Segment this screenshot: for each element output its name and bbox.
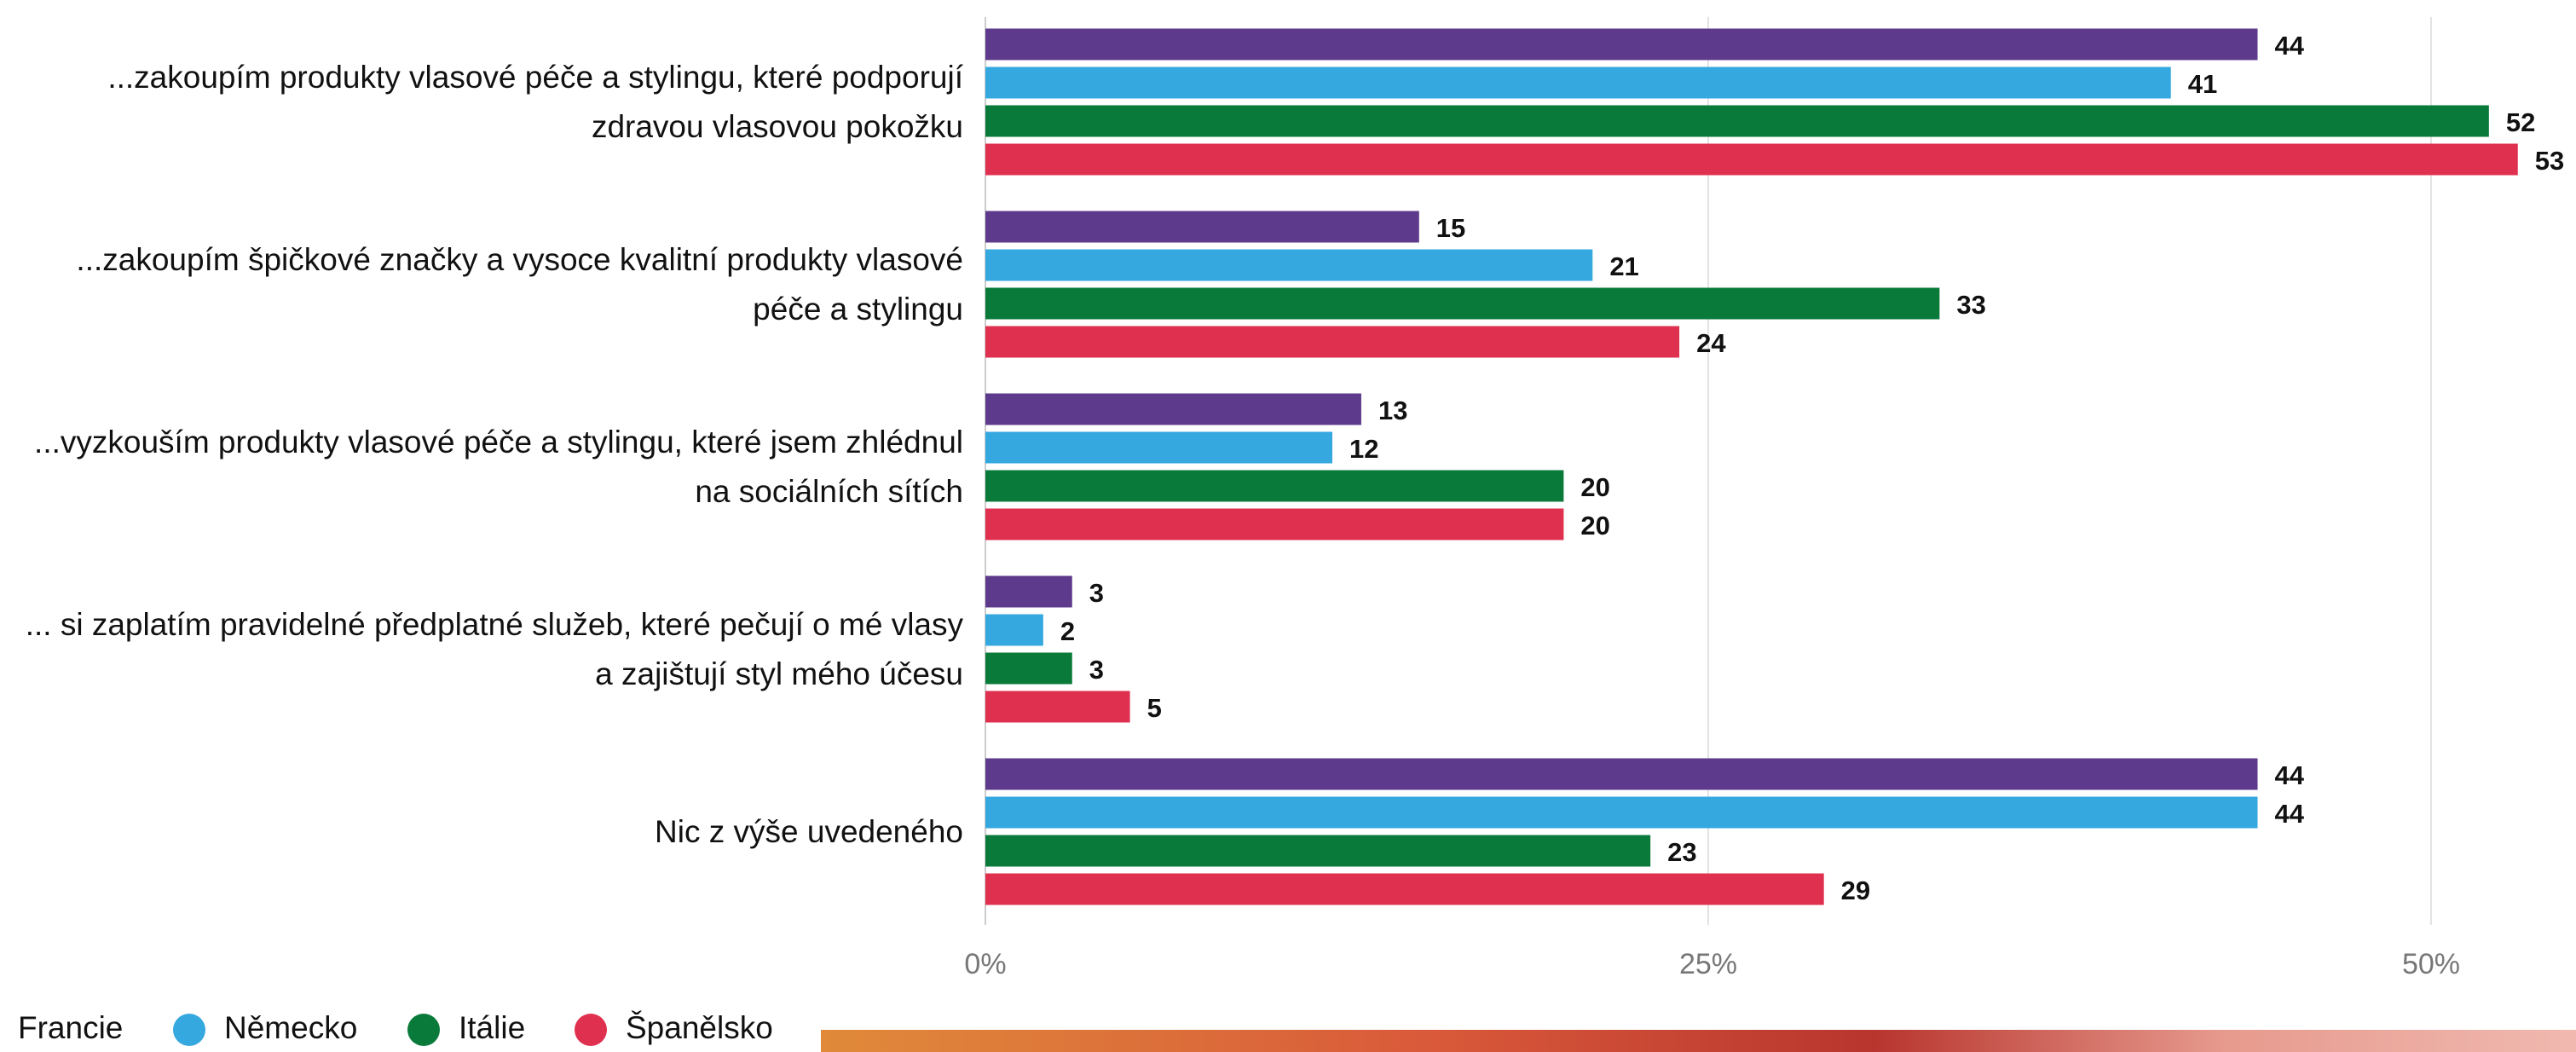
legend-label: Itálie <box>459 1010 525 1045</box>
category-label: ...zakoupím špičkové značky a vysoce kva… <box>76 241 963 327</box>
value-label: 44 <box>2274 799 2304 829</box>
bar <box>985 691 1130 723</box>
x-tick-label: 25% <box>1679 948 1737 980</box>
category-label: ...zakoupím produkty vlasové péče a styl… <box>107 59 963 144</box>
value-label: 3 <box>1089 578 1104 608</box>
bar <box>985 758 2258 790</box>
bar <box>985 835 1651 867</box>
legend-label: Německo <box>224 1010 357 1045</box>
bar <box>985 796 2258 829</box>
legend-label: Francie <box>18 1010 123 1045</box>
value-label: 44 <box>2274 760 2304 790</box>
bar <box>985 431 1333 464</box>
bar <box>985 326 1680 358</box>
value-label: 20 <box>1580 472 1609 502</box>
value-label: 23 <box>1667 837 1696 867</box>
bar <box>985 614 1043 646</box>
value-label: 2 <box>1060 616 1075 646</box>
bar <box>985 508 1564 540</box>
value-label: 3 <box>1089 655 1104 685</box>
bar <box>985 105 2489 137</box>
legend-marker <box>575 1014 607 1046</box>
value-label: 5 <box>1147 693 1162 723</box>
category-label: Nic z výše uvedeného <box>655 813 963 849</box>
value-label: 12 <box>1349 434 1378 464</box>
bar <box>985 575 1072 608</box>
value-label: 15 <box>1436 213 1465 243</box>
value-label: 41 <box>2188 69 2217 99</box>
x-tick-label: 0% <box>964 948 1006 980</box>
category-label: ...vyzkouším produkty vlasové péče a sty… <box>34 424 963 509</box>
value-label: 53 <box>2535 146 2564 176</box>
category-label: ... si zaplatím pravidelné předplatné sl… <box>25 606 963 691</box>
bar <box>985 652 1072 685</box>
legend-marker <box>407 1014 440 1046</box>
value-label: 44 <box>2274 31 2304 61</box>
bar <box>985 28 2258 61</box>
bar <box>985 66 2171 99</box>
bar <box>985 393 1361 425</box>
bar <box>985 470 1564 502</box>
value-label: 24 <box>1696 328 1726 358</box>
legend-label: Španělsko <box>626 1010 773 1045</box>
value-label: 52 <box>2506 107 2535 137</box>
value-label: 20 <box>1580 511 1609 540</box>
bar <box>985 211 1419 243</box>
bar <box>985 143 2518 176</box>
legend-marker <box>173 1014 205 1046</box>
value-label: 21 <box>1609 251 1638 281</box>
value-label: 13 <box>1378 396 1407 425</box>
bar <box>985 249 1593 281</box>
value-label: 29 <box>1841 876 1870 905</box>
x-tick-label: 50% <box>2402 948 2460 980</box>
bar <box>985 873 1824 905</box>
bar <box>985 287 1940 320</box>
photo-strip <box>821 1030 2576 1052</box>
value-label: 33 <box>1956 290 1985 320</box>
